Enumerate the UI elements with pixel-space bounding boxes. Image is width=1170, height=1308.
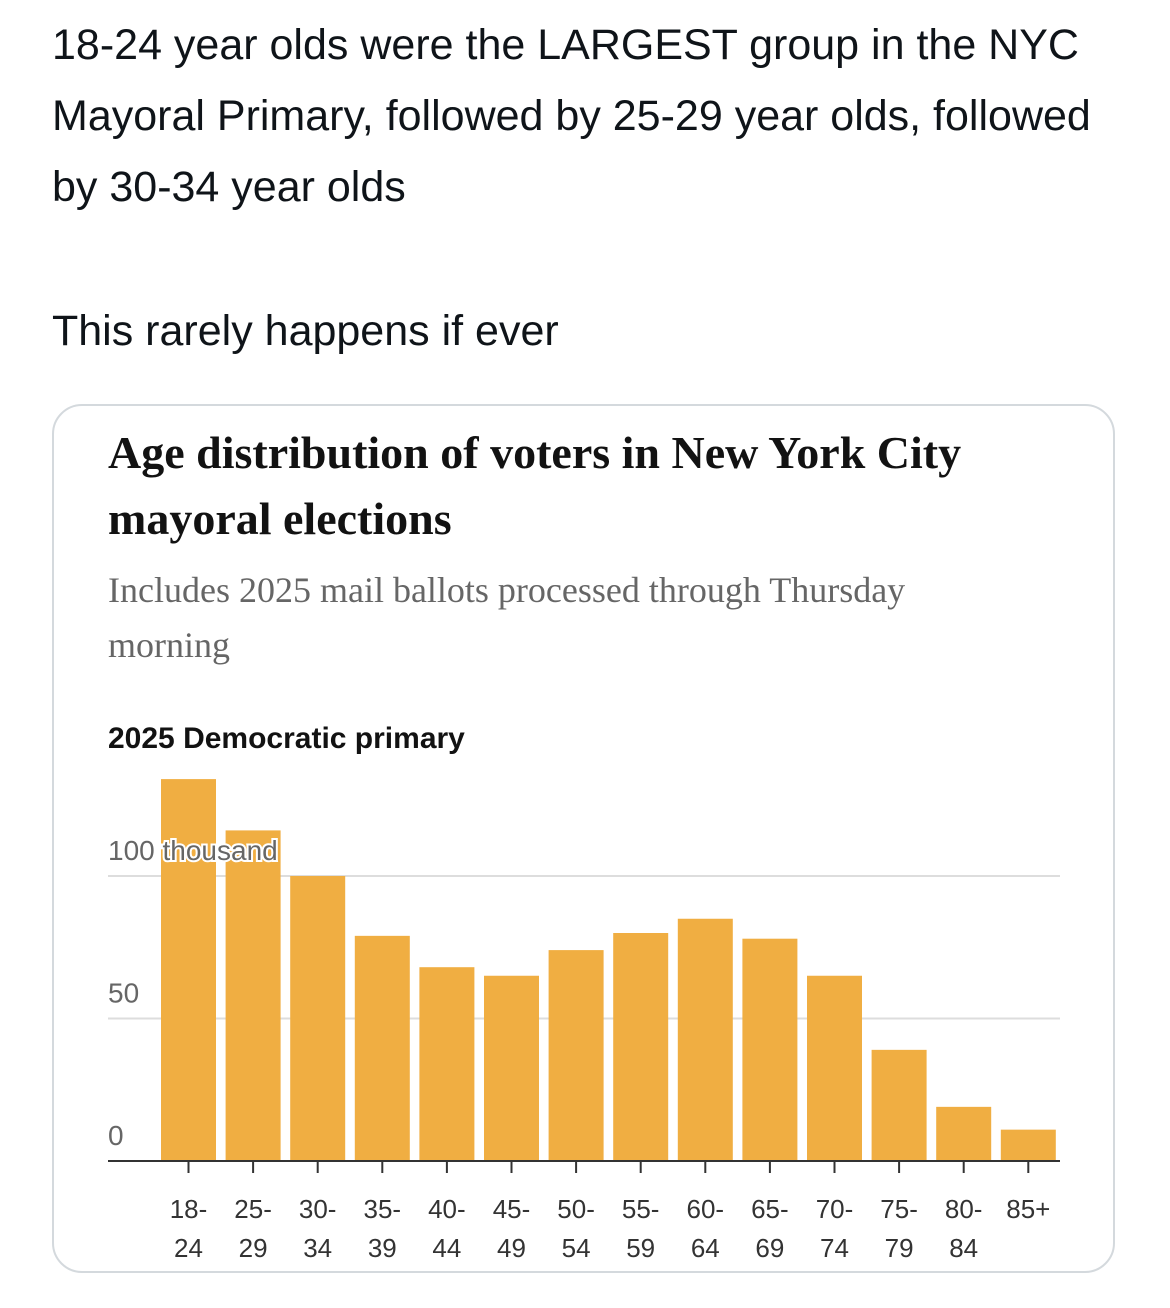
- bar: [807, 975, 862, 1161]
- bar: [225, 830, 281, 1161]
- x-tick-label: 45- 49: [492, 1194, 531, 1263]
- y-tick-label: 50: [108, 978, 139, 1009]
- x-tick-label: 55- 59: [621, 1194, 660, 1263]
- x-tick-label: 30- 34: [298, 1194, 337, 1263]
- x-tick-label: 40- 44: [428, 1194, 466, 1263]
- x-tick-label: 35- 39: [363, 1194, 402, 1263]
- x-tick-label: 60- 64: [686, 1194, 725, 1263]
- y-tick-label: 100 thousand: [108, 835, 278, 866]
- panel-label: 2025 Democratic primary: [108, 722, 465, 755]
- x-tick-label: 65- 69: [751, 1194, 789, 1263]
- chart-title: Age distribution of voters in New York C…: [108, 427, 962, 544]
- bar: [161, 779, 216, 1161]
- bar: [677, 918, 733, 1161]
- x-tick-label: 85+: [1006, 1194, 1051, 1224]
- tweet-text: This rarely happens if ever: [52, 307, 559, 355]
- x-tick-label: 75- 79: [880, 1194, 918, 1263]
- chart-subtitle: Includes 2025 mail ballots processed thr…: [108, 570, 906, 665]
- bars: [161, 779, 1056, 1161]
- x-tick-label: 80- 84: [944, 1194, 983, 1263]
- bar: [354, 935, 410, 1161]
- bar: [871, 1049, 927, 1161]
- bar: [613, 933, 669, 1161]
- x-tick-label: 50- 54: [557, 1194, 595, 1263]
- bar: [936, 1106, 992, 1161]
- x-tick-label: 25- 29: [234, 1194, 272, 1263]
- bar: [1000, 1129, 1056, 1161]
- x-tick-label: 18- 24: [169, 1194, 208, 1263]
- bar: [484, 975, 539, 1161]
- bar: [419, 967, 475, 1161]
- tweet-text: 18-24 year olds were the LARGEST group i…: [52, 21, 1091, 211]
- y-tick-label: 0: [108, 1120, 124, 1151]
- bar: [742, 938, 798, 1161]
- bar: [290, 876, 346, 1161]
- y-labels: 0 50 100 thousand: [106, 833, 280, 1153]
- x-tick-label: 70- 74: [815, 1194, 854, 1263]
- bar: [548, 950, 604, 1161]
- chart-card[interactable]: [52, 404, 1115, 1273]
